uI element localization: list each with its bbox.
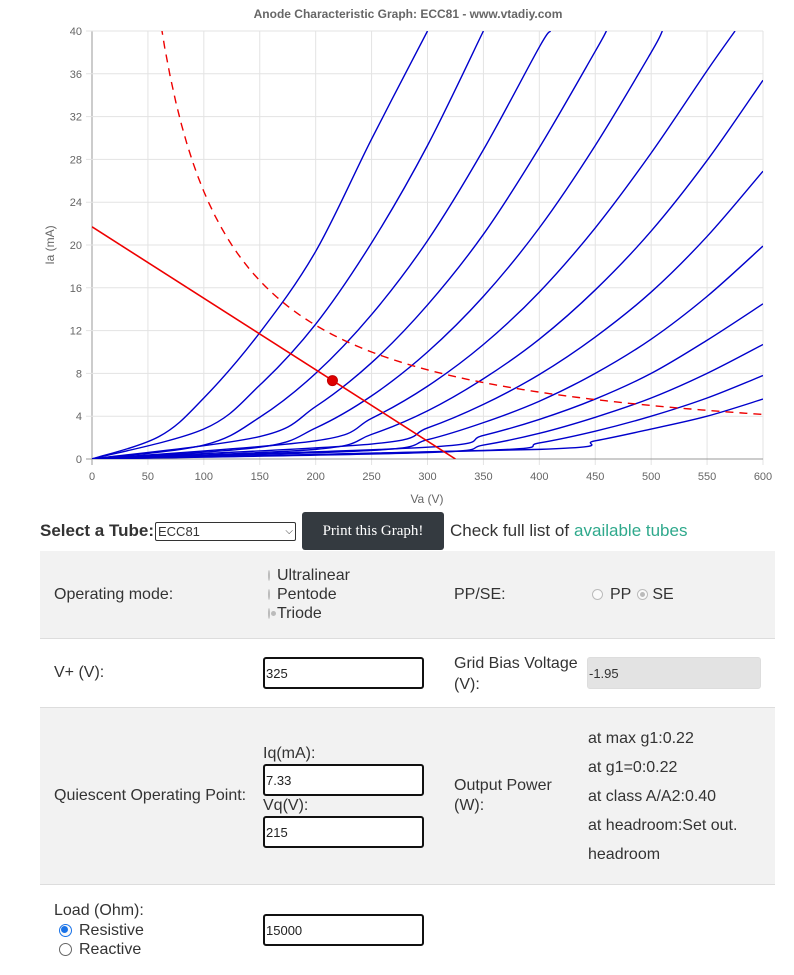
load-row: Load (Ohm): Resistive Reactive 15000: [40, 885, 775, 975]
radio-reactive[interactable]: [59, 943, 72, 956]
anode-characteristic-chart: Anode Characteristic Graph: ECC81 - www.…: [43, 7, 772, 506]
iq-input[interactable]: 7.33: [263, 764, 424, 796]
quiescent-label: Quiescent Operating Point:: [54, 787, 247, 804]
load-input[interactable]: 15000: [263, 914, 424, 946]
check-list-text: Check full list of: [450, 521, 570, 540]
parameters-table: Operating mode: Ultralinear Pentode Trio…: [40, 551, 775, 975]
pp-label: PP: [610, 585, 632, 603]
x-tick-label: 150: [251, 471, 269, 483]
x-tick-label: 50: [142, 471, 154, 483]
x-tick-label: 550: [698, 471, 716, 483]
y-tick-label: 32: [70, 112, 82, 124]
radio-ultralinear[interactable]: [268, 570, 270, 581]
x-tick-label: 500: [642, 471, 660, 483]
iq-label: Iq(mA):: [263, 745, 316, 762]
grid-voltage-curve: [92, 31, 429, 459]
x-tick-label: 350: [474, 471, 492, 483]
radio-pp[interactable]: [592, 589, 603, 600]
output-class-a: at class A/A2:0.40: [588, 787, 717, 805]
grid-voltage-curve: [92, 31, 663, 459]
load-line: [92, 226, 456, 459]
triode-label: Triode: [277, 604, 322, 622]
grid-voltage-curve: [92, 31, 552, 459]
se-label: SE: [652, 585, 674, 603]
y-tick-label: 16: [70, 283, 82, 295]
x-tick-label: 300: [418, 471, 436, 483]
x-tick-label: 0: [89, 471, 95, 483]
x-tick-label: 450: [586, 471, 604, 483]
chart-title: Anode Characteristic Graph: ECC81 - www.…: [254, 7, 563, 21]
x-axis-label: Va (V): [410, 492, 443, 506]
operating-point-marker: [326, 375, 338, 387]
load-reactive[interactable]: Reactive: [54, 940, 249, 959]
y-tick-label: 24: [70, 197, 82, 209]
grid-voltage-curve: [92, 79, 763, 459]
pentode-label: Pentode: [277, 585, 337, 603]
resistive-label: Resistive: [79, 921, 144, 939]
mode-radio-group: Ultralinear Pentode Triode: [40, 551, 350, 623]
grid-voltage-curve: [92, 170, 763, 459]
ppse-radio-group: PP SE: [583, 551, 775, 638]
grid-voltage-curve: [92, 31, 485, 459]
y-tick-label: 28: [70, 154, 82, 166]
radio-resistive[interactable]: [59, 924, 72, 937]
available-tubes-link[interactable]: available tubes: [574, 521, 688, 540]
y-tick-label: 12: [70, 326, 82, 338]
radio-pentode[interactable]: [268, 589, 270, 600]
y-tick-label: 0: [76, 454, 82, 466]
vplus-label: V+ (V):: [54, 664, 105, 681]
tube-select[interactable]: ECC81 ⌵: [155, 521, 296, 541]
select-tube-label: Select a Tube:: [40, 521, 154, 540]
tube-select-value: ECC81: [158, 523, 200, 539]
x-tick-label: 600: [754, 471, 772, 483]
grid-voltage-curve: [92, 398, 763, 459]
grid-voltage-curve: [92, 245, 763, 459]
grid-voltage-curve: [92, 31, 608, 459]
grid-voltage-curve: [92, 31, 736, 459]
x-tick-label: 200: [306, 471, 324, 483]
vplus-row: V+ (V): 325 Grid Bias Voltage (V): -1.95: [40, 639, 775, 708]
quiescent-row: Quiescent Operating Point: Iq(mA): 7.33 …: [40, 708, 775, 885]
tube-selector-row: Select a Tube: ECC81 ⌵ Print this Graph!…: [40, 512, 775, 550]
vq-label: Vq(V):: [263, 797, 309, 814]
output-headroom: at headroom:Set out. headroom: [588, 816, 738, 863]
grid-bias-field: -1.95: [587, 657, 761, 689]
vq-input[interactable]: 215: [263, 816, 424, 848]
ultralinear-label: Ultralinear: [277, 566, 350, 584]
radio-se[interactable]: [637, 589, 649, 600]
y-tick-label: 20: [70, 240, 82, 252]
vplus-input[interactable]: 325: [263, 657, 424, 689]
load-label: Load (Ohm):: [54, 902, 144, 919]
output-max-g1: at max g1:0.22: [588, 729, 694, 747]
operating-mode-row: Operating mode: Ultralinear Pentode Trio…: [40, 551, 775, 639]
load-resistive[interactable]: Resistive: [54, 921, 249, 940]
chevron-down-icon: ⌵: [285, 525, 293, 537]
y-tick-label: 40: [70, 26, 82, 38]
print-graph-button[interactable]: Print this Graph!: [302, 512, 444, 550]
grid-bias-label: Grid Bias Voltage (V):: [454, 655, 578, 693]
y-tick-label: 4: [76, 411, 82, 423]
operating-mode-label: Operating mode:: [54, 585, 174, 603]
x-tick-label: 250: [362, 471, 380, 483]
max-dissipation-curve: [161, 31, 763, 416]
output-g1-zero: at g1=0:0.22: [588, 758, 678, 776]
x-tick-label: 100: [195, 471, 213, 483]
output-power-label: Output Power (W):: [454, 777, 552, 814]
reactive-label: Reactive: [79, 940, 142, 958]
radio-triode[interactable]: [268, 608, 276, 619]
grid-voltage-curve: [92, 303, 763, 459]
ppse-label: PP/SE:: [454, 585, 506, 603]
y-tick-label: 36: [70, 69, 82, 81]
y-tick-label: 8: [76, 368, 82, 380]
x-tick-label: 400: [530, 471, 548, 483]
y-axis-label: Ia (mA): [43, 225, 57, 264]
